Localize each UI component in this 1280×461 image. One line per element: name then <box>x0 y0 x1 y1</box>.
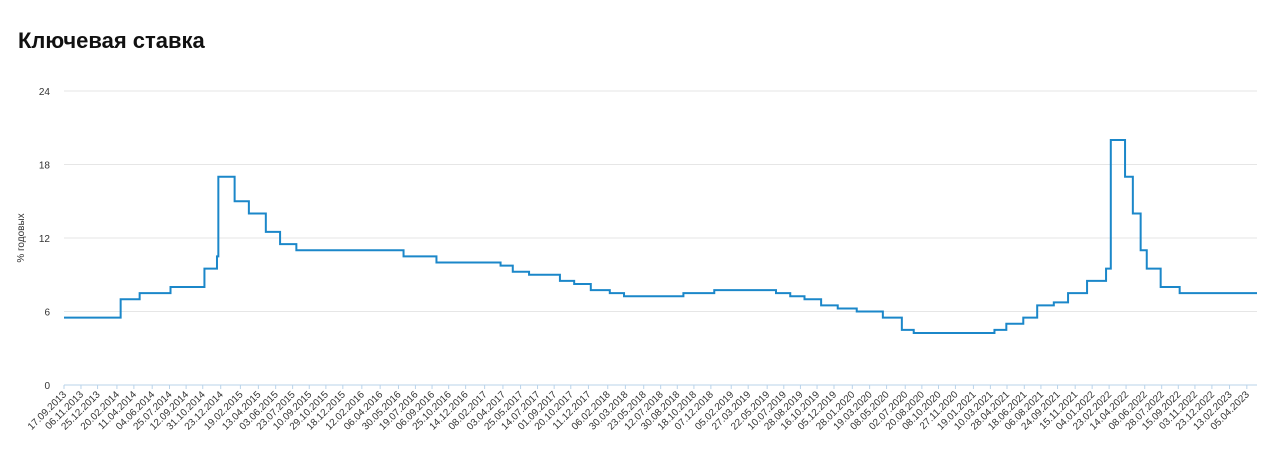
y-tick-label: 12 <box>39 234 51 245</box>
y-tick-label: 0 <box>44 381 50 392</box>
rate-line <box>64 139 1257 334</box>
y-tick-label: 24 <box>39 87 51 98</box>
y-tick-label: 6 <box>44 308 50 319</box>
y-axis-label: % годовых <box>16 213 27 262</box>
chart-title: Ключевая ставка <box>18 28 205 53</box>
y-tick-label: 18 <box>39 161 51 172</box>
